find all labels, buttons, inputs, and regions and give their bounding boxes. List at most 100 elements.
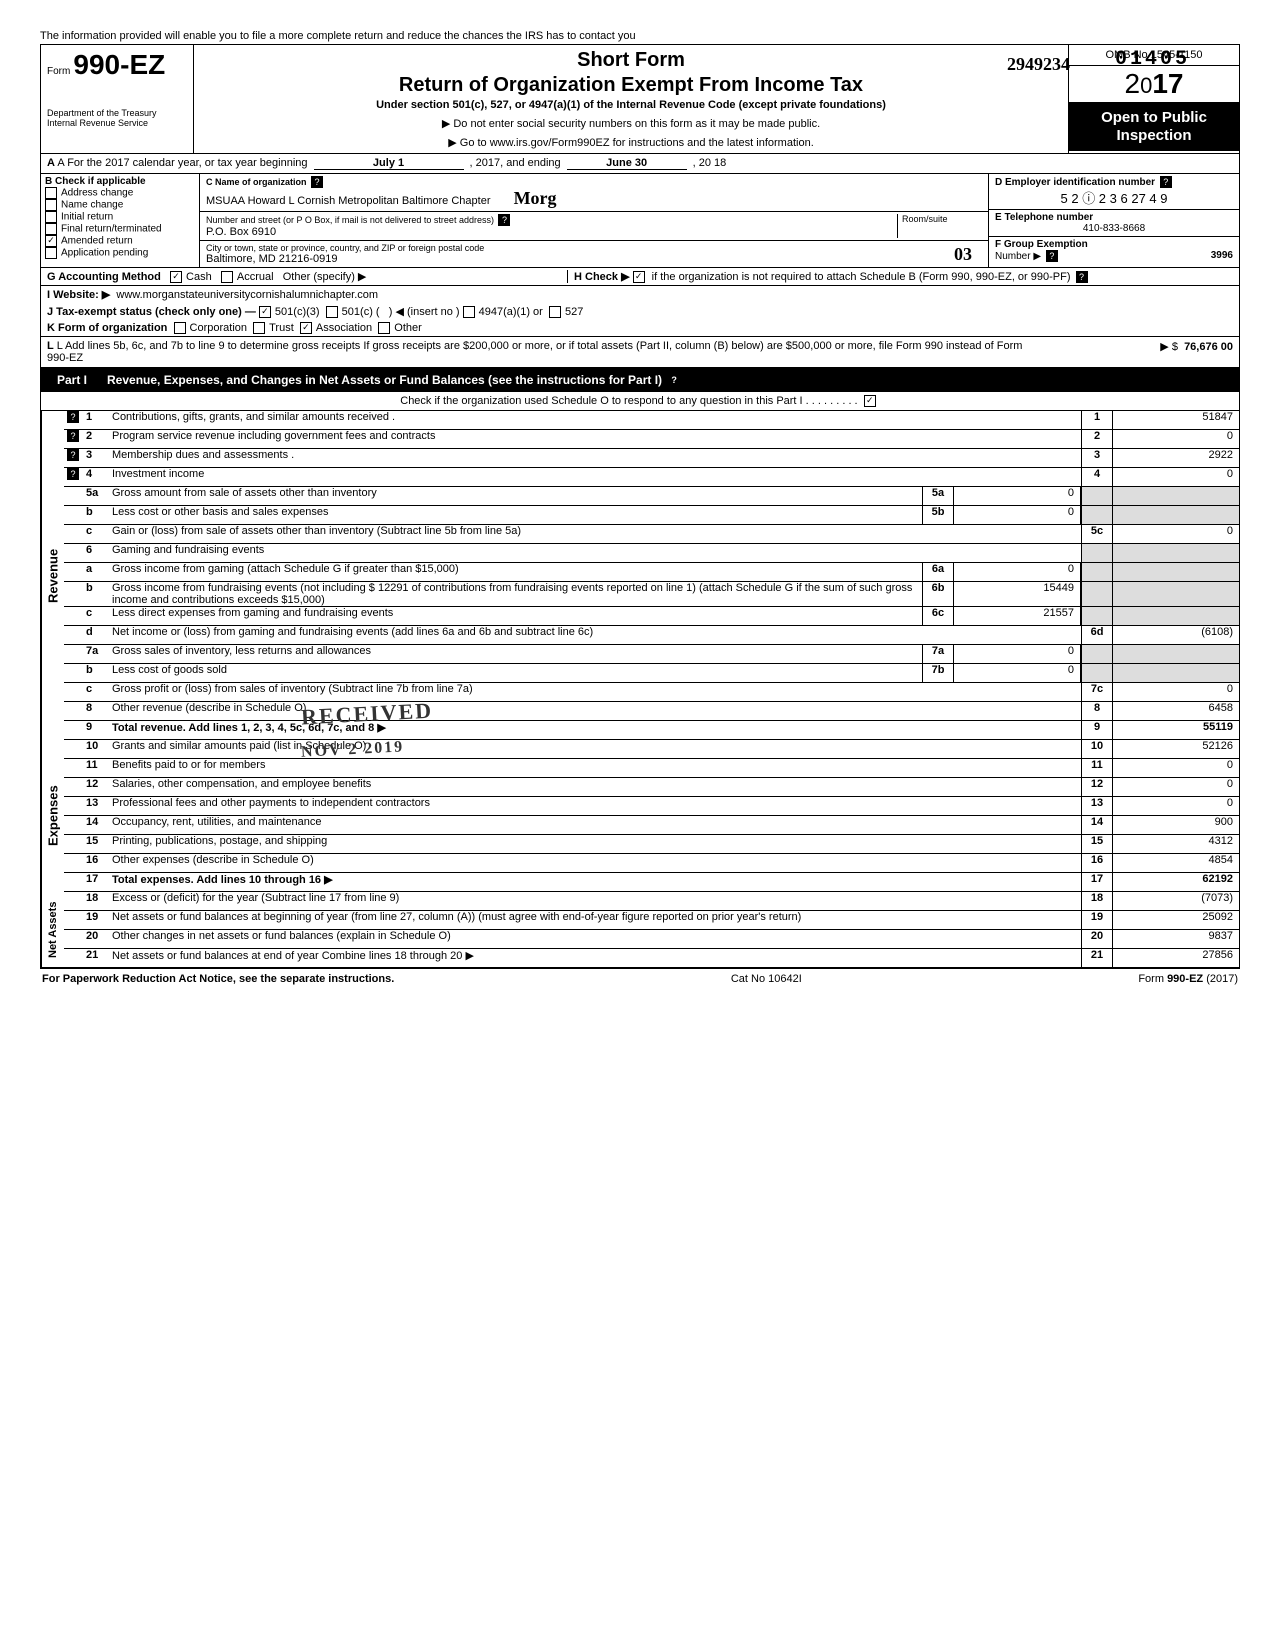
end-line-number: 8 bbox=[1081, 702, 1112, 720]
line-row: cGross profit or (loss) from sales of in… bbox=[64, 683, 1239, 702]
room-suite[interactable]: Room/suite bbox=[897, 214, 982, 238]
end-line-number: 18 bbox=[1081, 892, 1112, 910]
chk-final-return[interactable]: Final return/terminated bbox=[45, 223, 195, 235]
end-line-value[interactable]: 0 bbox=[1112, 797, 1239, 815]
mid-line-number: 6b bbox=[922, 582, 954, 606]
instruct-web: ▶ Go to www.irs.gov/Form990EZ for instru… bbox=[204, 136, 1058, 149]
help-icon[interactable]: ? bbox=[67, 430, 79, 442]
end-line-value[interactable]: 4312 bbox=[1112, 835, 1239, 853]
line-description: Printing, publications, postage, and shi… bbox=[112, 835, 1081, 853]
end-line-value[interactable]: 62192 bbox=[1112, 873, 1239, 891]
end-line-value[interactable]: 6458 bbox=[1112, 702, 1239, 720]
mid-line-value[interactable]: 0 bbox=[954, 506, 1081, 524]
help-icon[interactable]: ? bbox=[1160, 176, 1172, 188]
org-name[interactable]: MSUAA Howard L Cornish Metropolitan Balt… bbox=[206, 195, 491, 207]
line-row: 12Salaries, other compensation, and empl… bbox=[64, 778, 1239, 797]
chk-application-pending[interactable]: Application pending bbox=[45, 247, 195, 259]
chk-trust[interactable] bbox=[253, 322, 265, 334]
chk-other-org[interactable] bbox=[378, 322, 390, 334]
end-line-value[interactable]: 0 bbox=[1112, 683, 1239, 701]
line-number: 3 bbox=[82, 449, 112, 467]
help-icon[interactable]: ? bbox=[1076, 271, 1088, 283]
end-line-value[interactable]: 2922 bbox=[1112, 449, 1239, 467]
end-line-value[interactable]: 0 bbox=[1112, 430, 1239, 448]
chk-501c[interactable] bbox=[326, 306, 338, 318]
chk-schedule-b[interactable] bbox=[633, 271, 645, 283]
end-line-value[interactable]: (7073) bbox=[1112, 892, 1239, 910]
end-line-number: 14 bbox=[1081, 816, 1112, 834]
end-line-value[interactable]: 0 bbox=[1112, 468, 1239, 486]
chk-amended-return[interactable]: Amended return bbox=[45, 235, 195, 247]
line-description: Net income or (loss) from gaming and fun… bbox=[112, 626, 1081, 644]
line-number: 18 bbox=[82, 892, 112, 910]
end-line-number: 11 bbox=[1081, 759, 1112, 777]
chk-cash[interactable] bbox=[170, 271, 182, 283]
line-description: Benefits paid to or for members bbox=[112, 759, 1081, 777]
end-line-value[interactable]: 4854 bbox=[1112, 854, 1239, 872]
help-icon[interactable]: ? bbox=[1046, 250, 1058, 262]
chk-corporation[interactable] bbox=[174, 322, 186, 334]
main-title: Return of Organization Exempt From Incom… bbox=[204, 74, 1058, 97]
help-icon[interactable]: ? bbox=[67, 449, 79, 461]
end-line-value[interactable]: (6108) bbox=[1112, 626, 1239, 644]
line-description: Grants and similar amounts paid (list in… bbox=[112, 740, 1081, 758]
line-number: 1 bbox=[82, 411, 112, 429]
chk-address-change[interactable]: Address change bbox=[45, 187, 195, 199]
line-row: 8Other revenue (describe in Schedule O)8… bbox=[64, 702, 1239, 721]
footer: For Paperwork Reduction Act Notice, see … bbox=[40, 968, 1240, 989]
chk-association[interactable] bbox=[300, 322, 312, 334]
end-line-value[interactable]: 9837 bbox=[1112, 930, 1239, 948]
help-icon[interactable]: ? bbox=[668, 374, 680, 386]
line-row: 14Occupancy, rent, utilities, and mainte… bbox=[64, 816, 1239, 835]
chk-4947[interactable] bbox=[463, 306, 475, 318]
line-row: 19Net assets or fund balances at beginni… bbox=[64, 911, 1239, 930]
end-line-value[interactable]: 27856 bbox=[1112, 949, 1239, 967]
help-icon[interactable]: ? bbox=[498, 214, 510, 226]
city-state-zip[interactable]: Baltimore, MD 21216-0919 bbox=[206, 253, 337, 265]
end-line-number: 10 bbox=[1081, 740, 1112, 758]
dept-treasury: Department of the Treasury Internal Reve… bbox=[47, 109, 187, 129]
end-line-value[interactable]: 900 bbox=[1112, 816, 1239, 834]
help-icon[interactable]: ? bbox=[311, 176, 323, 188]
line-row: ?3Membership dues and assessments .32922 bbox=[64, 449, 1239, 468]
end-line-value[interactable]: 52126 bbox=[1112, 740, 1239, 758]
chk-name-change[interactable]: Name change bbox=[45, 199, 195, 211]
end-line-value[interactable]: 0 bbox=[1112, 525, 1239, 543]
chk-schedule-o[interactable] bbox=[864, 395, 876, 407]
line-description: Other expenses (describe in Schedule O) bbox=[112, 854, 1081, 872]
chk-501c3[interactable] bbox=[259, 306, 271, 318]
mid-line-number: 6a bbox=[922, 563, 954, 581]
line-number: 19 bbox=[82, 911, 112, 929]
end-line-value[interactable]: 0 bbox=[1112, 759, 1239, 777]
end-line-value[interactable]: 25092 bbox=[1112, 911, 1239, 929]
line-row: 6Gaming and fundraising events bbox=[64, 544, 1239, 563]
end-line-number: 13 bbox=[1081, 797, 1112, 815]
street-address[interactable]: P.O. Box 6910 bbox=[206, 226, 276, 238]
chk-527[interactable] bbox=[549, 306, 561, 318]
mid-line-value[interactable]: 0 bbox=[954, 664, 1081, 682]
mid-line-value[interactable]: 15449 bbox=[954, 582, 1081, 606]
short-form-title: Short Form bbox=[204, 49, 1058, 72]
mid-line-value[interactable]: 0 bbox=[954, 563, 1081, 581]
mid-line-value[interactable]: 0 bbox=[954, 487, 1081, 505]
end-line-value[interactable]: 55119 bbox=[1112, 721, 1239, 739]
website-url[interactable]: www.morganstateuniversitycornishalumnich… bbox=[116, 289, 378, 301]
ein[interactable]: 5 2 ⓘ 2 3 6 27 4 9 bbox=[995, 188, 1233, 207]
mid-line-value[interactable]: 0 bbox=[954, 645, 1081, 663]
chk-accrual[interactable] bbox=[221, 271, 233, 283]
gross-receipts-value: 76,676 00 bbox=[1184, 341, 1233, 353]
help-icon[interactable]: ? bbox=[67, 411, 79, 423]
mid-line-value[interactable]: 21557 bbox=[954, 607, 1081, 625]
line-description: Total expenses. Add lines 10 through 16 … bbox=[112, 873, 1081, 891]
line-row: 21Net assets or fund balances at end of … bbox=[64, 949, 1239, 967]
line-number: c bbox=[82, 525, 112, 543]
end-line-value[interactable]: 0 bbox=[1112, 778, 1239, 796]
telephone[interactable]: 410-833-8668 bbox=[995, 223, 1233, 234]
form-prefix: Form bbox=[47, 66, 70, 77]
line-row: 5aGross amount from sale of assets other… bbox=[64, 487, 1239, 506]
group-exemption[interactable]: 3996 bbox=[1211, 250, 1233, 261]
chk-initial-return[interactable]: Initial return bbox=[45, 211, 195, 223]
line-description: Membership dues and assessments . bbox=[112, 449, 1081, 467]
end-line-value[interactable]: 51847 bbox=[1112, 411, 1239, 429]
help-icon[interactable]: ? bbox=[67, 468, 79, 480]
